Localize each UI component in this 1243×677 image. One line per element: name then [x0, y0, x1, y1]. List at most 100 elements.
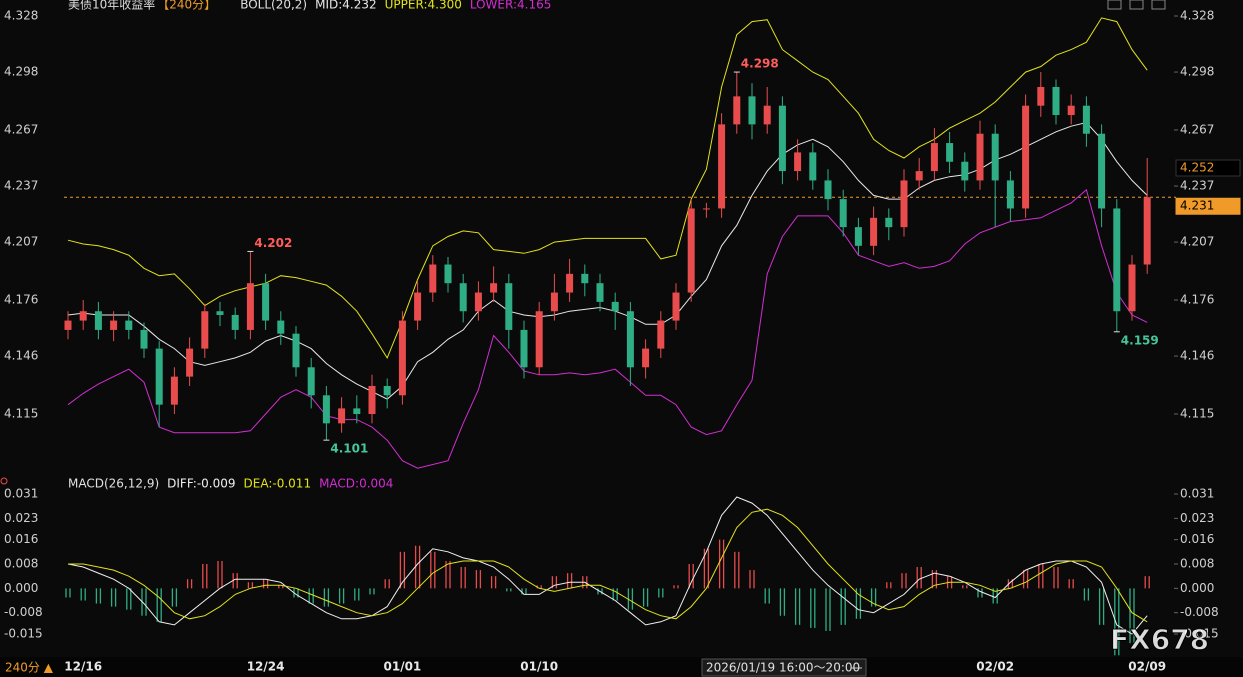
candle-body [551, 293, 558, 312]
candle-body [1053, 87, 1060, 115]
y-tick-label-right: 0.000 [1180, 581, 1214, 595]
y-tick-label-left: 4.328 [4, 9, 38, 23]
x-tick-label: 12/24 [247, 660, 285, 674]
y-tick-label-right: 4.146 [1180, 349, 1214, 363]
candle-body [1098, 134, 1105, 209]
candle-body [247, 283, 254, 330]
candle-body [885, 218, 892, 227]
candle-body [536, 311, 543, 367]
y-tick-label-left: 4.267 [4, 122, 38, 136]
legend-item: MACD:0.004 [319, 477, 393, 491]
candle-body [186, 349, 193, 377]
price-label: 4.231 [1180, 199, 1214, 213]
candle-body [794, 152, 801, 171]
candle-body [916, 171, 923, 180]
y-tick-label-left: 4.146 [4, 349, 38, 363]
candle-body [201, 311, 208, 348]
legend-item: 【240分】 [157, 0, 216, 12]
candle-body [597, 283, 604, 302]
candle-body [475, 293, 482, 312]
x-tick-label: 02/02 [976, 660, 1014, 674]
candle-body [992, 134, 999, 181]
y-tick-label-right: 4.298 [1180, 65, 1214, 79]
y-tick-label-left: 4.115 [4, 407, 38, 421]
y-tick-label-left: 0.008 [4, 557, 38, 571]
candle-body [232, 315, 239, 330]
candle-body [855, 227, 862, 246]
legend-item: 美债10年收益率 [68, 0, 155, 12]
candle-body [870, 218, 877, 246]
candle-body [80, 311, 87, 320]
y-tick-label-right: 4.207 [1180, 235, 1214, 249]
y-tick-label-right: 0.031 [1180, 487, 1214, 501]
candle-body [293, 334, 300, 368]
candle-body [840, 199, 847, 227]
x-tick-label: 12/16 [64, 660, 102, 674]
x-tick-label: 02/09 [1128, 660, 1166, 674]
candle-body [338, 408, 345, 423]
candle-body [1144, 197, 1151, 264]
candle-body [308, 367, 315, 395]
candle-body [718, 124, 725, 208]
candle-body [977, 134, 984, 181]
y-tick-label-left: -0.015 [4, 627, 43, 641]
candle-body [521, 330, 528, 367]
candle-body [1007, 180, 1014, 208]
legend-item: MACD(26,12,9) [68, 477, 159, 491]
candle-body [1129, 265, 1136, 312]
candle-body [566, 274, 573, 293]
candle-body [156, 349, 163, 405]
y-tick-label-left: 4.207 [4, 235, 38, 249]
candle-body [901, 180, 908, 227]
candle-body [110, 321, 117, 330]
candle-body [931, 143, 938, 171]
candle-body [627, 311, 634, 367]
candle-body [612, 302, 619, 311]
candle-body [262, 283, 269, 320]
y-tick-label-right: -0.008 [1180, 605, 1219, 619]
legend-item: BOLL(20,2) [240, 0, 307, 12]
candle-body [460, 283, 467, 311]
legend-item: DEA:-0.011 [244, 477, 312, 491]
y-tick-label-right: 4.176 [1180, 293, 1214, 307]
y-tick-label-left: 0.000 [4, 581, 38, 595]
extreme-label: 4.202 [254, 236, 292, 250]
candle-body [171, 377, 178, 405]
candle-body [490, 283, 497, 292]
y-tick-label-right: 0.023 [1180, 511, 1214, 525]
price-label: 4.252 [1180, 161, 1214, 175]
candle-body [323, 395, 330, 423]
y-tick-label-left: 0.023 [4, 511, 38, 525]
candle-body [749, 96, 756, 124]
candle-body [125, 321, 132, 330]
y-tick-label-right: 4.115 [1180, 407, 1214, 421]
candle-body [764, 106, 771, 125]
x-tick-label: 01/10 [520, 660, 558, 674]
legend-item: UPPER:4.300 [385, 0, 462, 12]
candle-body [703, 208, 710, 209]
extreme-label: 4.101 [330, 442, 368, 456]
candle-body [1068, 106, 1075, 115]
y-tick-label-right: 4.237 [1180, 179, 1214, 193]
candle-body [673, 293, 680, 321]
candle-body [445, 265, 452, 284]
candle-body [961, 162, 968, 181]
watermark: FX678 [1110, 623, 1209, 656]
candle-body [809, 152, 816, 180]
y-tick-label-left: 4.237 [4, 179, 38, 193]
candle-body [733, 96, 740, 124]
crosshair-label: 2026/01/19 16:00～20:00 [706, 661, 860, 675]
candle-body [825, 180, 832, 199]
candle-body [369, 386, 376, 414]
candle-body [1037, 87, 1044, 106]
y-tick-label-right: 0.008 [1180, 557, 1214, 571]
y-tick-label-left: 0.031 [4, 487, 38, 501]
candle-body [642, 349, 649, 368]
candle-body [95, 311, 102, 330]
candle-body [65, 321, 72, 330]
candle-body [429, 265, 436, 293]
period-button[interactable]: 240分 ▲ [5, 661, 54, 675]
candle-body [505, 283, 512, 330]
y-tick-label-right: 0.016 [1180, 532, 1214, 546]
